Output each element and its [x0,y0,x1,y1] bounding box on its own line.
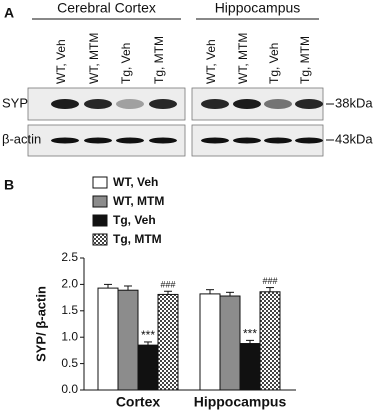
lane-label: Tg, MTM [298,36,312,84]
band [84,137,112,144]
lane-label: WT, MTM [87,33,101,84]
lane-label: Tg, MTM [152,36,166,84]
y-tick-label: 1.0 [61,329,78,343]
band [116,137,144,144]
x-tick-label: Hippocampus [194,394,287,410]
lane-label: WT, Veh [204,39,218,84]
band [201,137,229,144]
band [51,99,79,109]
group-title: Hippocampus [215,0,301,16]
band [264,99,292,109]
x-tick-label: Cortex [116,394,161,410]
legend-swatch [92,233,108,246]
band [233,99,261,109]
lane-label: Tg, Veh [119,43,133,84]
legend-swatch [92,214,108,227]
significance: ### [262,276,277,286]
row-label: SYP [2,95,28,110]
y-tick-label: 0.0 [61,382,78,396]
bar [137,344,159,391]
band [149,137,177,144]
legend-swatch [92,195,108,208]
band [295,137,323,144]
bar [117,289,139,391]
y-tick-label: 0.5 [61,356,78,370]
significance: *** [243,327,257,341]
band [51,137,79,144]
legend-label: WT, MTM [113,194,164,208]
legend-label: Tg, MTM [113,232,162,246]
size-label: 38kDa [335,95,373,110]
lane-label: Tg, Veh [267,43,281,84]
lane-label: WT, MTM [236,33,250,84]
bar [199,293,221,391]
significance: *** [141,328,155,342]
legend-label: Tg, Veh [113,213,156,227]
y-axis-label: SYP/ β-actin [33,286,48,362]
band [149,99,177,109]
legend-label: WT, Veh [113,175,158,189]
panel-label: B [4,177,14,193]
bar [219,295,241,391]
significance: ### [160,280,175,290]
size-label: 43kDa [335,131,373,146]
panel-label: A [4,5,14,21]
y-tick-label: 2.5 [61,250,78,264]
band [295,99,323,109]
y-tick-label: 1.5 [61,303,78,317]
band [264,137,292,144]
bar [239,343,261,391]
bar [97,287,119,391]
group-title: Cerebral Cortex [57,0,156,16]
bar [259,291,281,391]
row-label: β-actin [2,131,41,146]
band [84,99,112,109]
lane-label: WT, Veh [54,39,68,84]
bar [157,293,179,391]
band [116,99,144,109]
band [233,137,261,144]
band [201,99,229,109]
legend-swatch [92,176,108,189]
y-tick-label: 2.0 [61,277,78,291]
